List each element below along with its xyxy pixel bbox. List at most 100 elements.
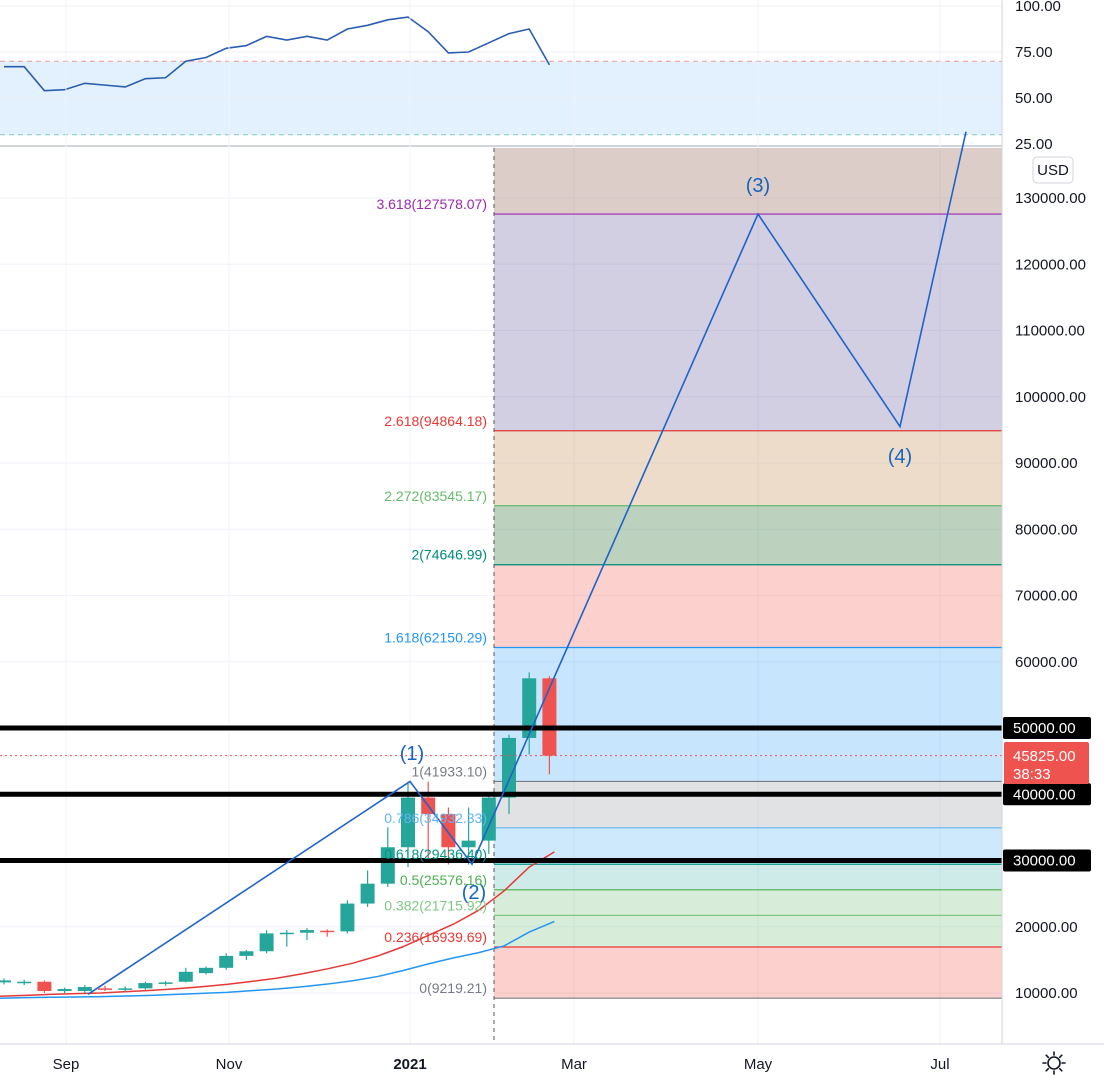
candle xyxy=(77,985,92,993)
fib-level-label: 0.5(25576.16) xyxy=(400,872,487,888)
candle xyxy=(279,930,294,947)
price-tick-label: 70000.00 xyxy=(1015,588,1078,605)
wave-label: (3) xyxy=(746,175,770,197)
candle xyxy=(380,827,395,887)
price-tick-label: 60000.00 xyxy=(1015,654,1078,671)
wave-label: (4) xyxy=(888,446,912,468)
candle xyxy=(118,986,133,992)
fib-zone xyxy=(494,781,1002,828)
fib-level-label: 0.382(21715.92) xyxy=(384,897,487,913)
fib-zone xyxy=(494,564,1002,648)
candle-body xyxy=(522,678,537,738)
last-price-countdown: 38:33 xyxy=(1013,766,1051,783)
settings-gear-icon[interactable] xyxy=(1042,1051,1066,1075)
candle-body xyxy=(239,951,254,956)
candle-body xyxy=(118,988,133,990)
candle-body xyxy=(199,967,213,974)
time-axis[interactable]: Sep Nov 2021 Mar May Jul xyxy=(0,1043,1104,1078)
candle xyxy=(300,928,314,940)
fib-level-label: 3.618(127578.07) xyxy=(376,196,487,212)
fib-zone xyxy=(494,864,1002,890)
candle-body xyxy=(481,797,496,841)
price-tick-label: 90000.00 xyxy=(1015,455,1078,472)
candle xyxy=(522,672,537,755)
fib-level-label: 1.618(62150.29) xyxy=(384,630,487,646)
time-label: Mar xyxy=(561,1056,587,1073)
rsi-line xyxy=(4,16,551,92)
candle-body xyxy=(320,930,335,933)
elliott-wave-path[interactable] xyxy=(87,131,967,995)
candle-body xyxy=(77,987,92,992)
candle-body xyxy=(37,981,52,992)
candle-body xyxy=(158,982,173,984)
candle xyxy=(239,949,254,960)
price-tick-label: 130000.00 xyxy=(1015,190,1086,207)
candle xyxy=(37,980,52,993)
support-tag-bg xyxy=(1003,717,1091,739)
candle xyxy=(158,981,173,986)
rsi-panel xyxy=(0,5,1002,136)
candle xyxy=(441,807,456,865)
candle xyxy=(0,978,11,985)
support-tag: 50000.00 xyxy=(1003,717,1091,739)
candle-body xyxy=(502,737,516,798)
candle xyxy=(57,987,72,993)
support-tag-bg xyxy=(1003,783,1091,806)
candle-body xyxy=(279,932,294,935)
candle-body xyxy=(360,883,375,904)
support-tag-label: 30000.00 xyxy=(1013,853,1076,870)
fib-lines xyxy=(494,213,1002,999)
candle-body xyxy=(461,840,476,848)
last-price-tag: 45825.00 38:33 xyxy=(1004,742,1089,784)
support-tag-label: 50000.00 xyxy=(1013,720,1076,737)
wave-label: (2) xyxy=(462,882,486,904)
fib-level-label: 0.618(29436.40) xyxy=(384,846,487,862)
last-price-value: 45825.00 xyxy=(1013,748,1076,765)
price-tick-label: 110000.00 xyxy=(1015,323,1085,340)
price-tick-label: 100000.00 xyxy=(1015,389,1086,406)
fib-zone xyxy=(494,430,1002,506)
fib-zones xyxy=(494,148,1002,999)
currency-label: USD xyxy=(1037,162,1069,179)
candle-body xyxy=(259,933,274,952)
fib-level-label: 0.786(34932.33) xyxy=(384,810,487,826)
candle xyxy=(98,985,112,992)
candle-body xyxy=(441,814,456,848)
candle xyxy=(502,734,516,815)
price-tick-label: 120000.00 xyxy=(1015,256,1086,273)
rsi-tick-label: 75.00 xyxy=(1015,44,1053,61)
support-tag-bg xyxy=(1003,849,1091,872)
currency-button[interactable]: USD xyxy=(1032,156,1074,184)
price-tick-label: 80000.00 xyxy=(1015,521,1078,538)
fib-zone xyxy=(494,505,1002,565)
time-label: Jul xyxy=(930,1056,949,1073)
support-lines xyxy=(0,725,1002,863)
candle xyxy=(17,979,32,986)
candle xyxy=(340,900,355,934)
fib-level-label: 0(9219.21) xyxy=(419,980,487,996)
candle xyxy=(138,981,153,990)
candle xyxy=(178,967,193,983)
fib-labels: 3.618(127578.07) 2.618(94864.18) 2.272(835… xyxy=(376,196,487,996)
rsi-scale-ticks: 100.00 75.00 50.00 25.00 xyxy=(1015,0,1061,153)
candle-body xyxy=(380,847,395,884)
fib-level-label: 2.272(83545.17) xyxy=(384,488,487,504)
candle-body xyxy=(178,971,193,982)
candle xyxy=(360,870,375,907)
candle xyxy=(259,930,274,954)
candle-body xyxy=(0,980,11,983)
fib-level-label: 0.236(16939.69) xyxy=(384,929,487,945)
rsi-tick-label: 100.00 xyxy=(1015,0,1061,15)
fib-level-label: 1(41933.10) xyxy=(411,763,487,779)
ema-red-line xyxy=(0,851,555,998)
fib-zone xyxy=(494,647,1002,782)
price-tick-label: 20000.00 xyxy=(1015,919,1078,936)
candle-body xyxy=(340,903,355,932)
time-label: Nov xyxy=(216,1056,243,1073)
candle-body xyxy=(17,981,32,984)
candle-body xyxy=(300,930,314,933)
candle-body xyxy=(138,983,153,989)
price-scale[interactable]: 100.00 75.00 50.00 25.00 130000.00 120000.00… xyxy=(1001,0,1104,1044)
fib-zone xyxy=(494,148,1002,215)
